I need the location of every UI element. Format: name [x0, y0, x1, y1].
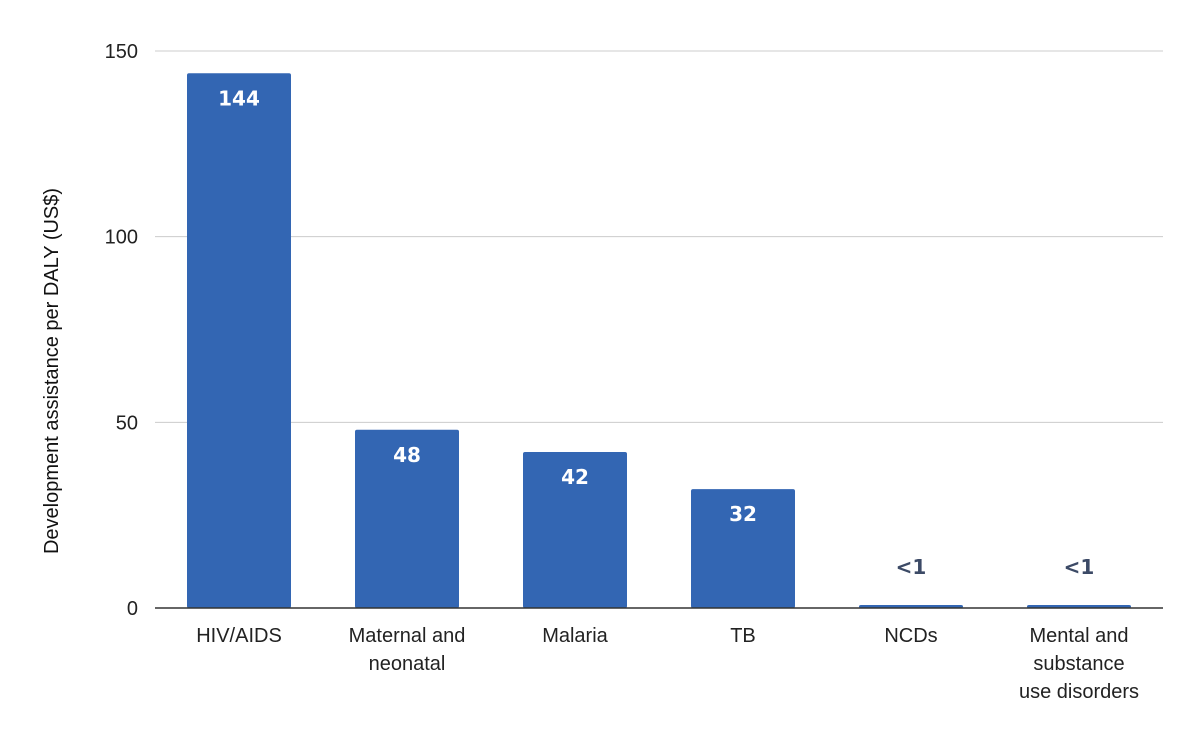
y-axis-title: Development assistance per DALY (US$) [41, 188, 63, 554]
axes: 0 50 100 150 HIV/AIDS Maternal and neonatal Mal… [105, 41, 1163, 703]
x-tick-label: Mental and [1030, 625, 1129, 647]
bar [187, 73, 291, 608]
x-tick-label: TB [730, 625, 756, 647]
data-label: <1 [1064, 555, 1095, 579]
y-tick-label: 0 [127, 598, 138, 620]
bars [187, 73, 1131, 608]
data-label: 42 [561, 465, 589, 489]
bar [691, 489, 795, 608]
x-tick-label: neonatal [369, 653, 446, 675]
data-label: 32 [729, 502, 757, 526]
data-label: 144 [218, 86, 260, 110]
x-tick-label: Malaria [542, 625, 608, 647]
y-tick-label: 50 [116, 412, 138, 434]
x-tick-label: use disorders [1019, 681, 1139, 703]
data-label: 48 [393, 443, 421, 467]
bar [523, 452, 627, 608]
gridlines [155, 50, 1163, 423]
x-tick-label: Maternal and [349, 625, 466, 647]
x-tick-label: substance [1033, 653, 1124, 675]
data-label: <1 [896, 555, 927, 579]
bar [355, 429, 459, 608]
x-tick-label: NCDs [884, 625, 937, 647]
data-labels: 144 48 42 32 <1 <1 [218, 86, 1094, 579]
x-tick-label: HIV/AIDS [196, 625, 282, 647]
y-tick-label: 100 [105, 227, 138, 249]
y-tick-label: 150 [105, 41, 138, 63]
